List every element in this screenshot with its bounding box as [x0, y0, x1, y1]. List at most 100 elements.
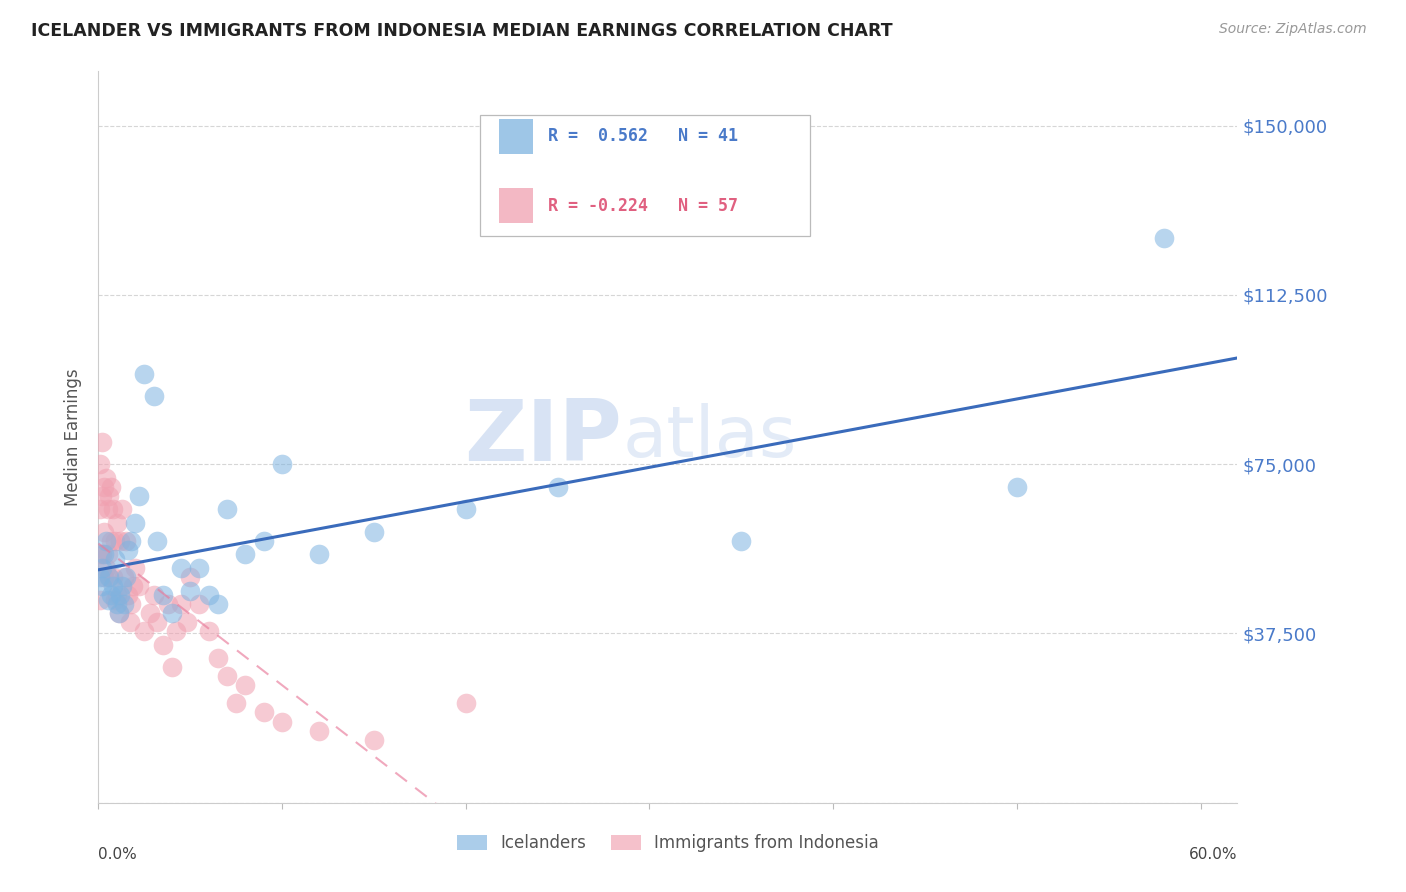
Point: [308, 723, 330, 738]
Point: [98, 489, 121, 503]
Point: [111, 502, 134, 516]
Point: [91, 434, 114, 449]
Point: [134, 367, 156, 381]
Point: [730, 533, 752, 548]
Point: [454, 502, 477, 516]
Point: [115, 570, 138, 584]
Text: R = -0.224   N = 57: R = -0.224 N = 57: [548, 197, 738, 215]
Point: [91, 489, 114, 503]
Point: [176, 615, 198, 630]
Point: [215, 669, 238, 683]
Point: [100, 480, 122, 494]
Point: [170, 597, 193, 611]
Point: [547, 480, 569, 494]
Point: [271, 457, 294, 471]
Point: [188, 597, 211, 611]
Point: [215, 502, 238, 516]
Text: ZIP: ZIP: [464, 395, 623, 479]
Point: [93, 548, 115, 562]
Point: [128, 579, 150, 593]
Point: [207, 597, 229, 611]
Point: [128, 489, 150, 503]
Point: [146, 533, 169, 548]
Point: [101, 570, 124, 584]
Point: [115, 533, 138, 548]
Text: atlas: atlas: [623, 402, 797, 472]
Point: [97, 592, 120, 607]
Point: [105, 597, 128, 611]
Point: [110, 533, 132, 548]
Point: [110, 588, 132, 602]
Point: [152, 588, 174, 602]
Point: [100, 588, 122, 602]
Point: [124, 516, 146, 530]
Point: [104, 552, 127, 566]
Legend: Icelanders, Immigrants from Indonesia: Icelanders, Immigrants from Indonesia: [449, 826, 887, 860]
Point: [98, 570, 121, 584]
Point: [142, 389, 165, 403]
Point: [146, 615, 169, 630]
Point: [94, 533, 117, 548]
Point: [105, 588, 128, 602]
Point: [188, 561, 211, 575]
Point: [165, 624, 187, 639]
Point: [1153, 231, 1175, 245]
Point: [89, 592, 111, 607]
Point: [124, 561, 146, 575]
FancyBboxPatch shape: [499, 188, 533, 224]
Point: [107, 606, 129, 620]
Point: [94, 561, 117, 575]
Point: [235, 548, 257, 562]
Point: [89, 548, 111, 562]
Point: [89, 502, 111, 516]
Point: [100, 533, 122, 548]
Point: [225, 697, 247, 711]
Point: [454, 697, 477, 711]
Point: [160, 606, 183, 620]
Point: [89, 457, 111, 471]
Point: [93, 480, 115, 494]
Point: [89, 570, 111, 584]
FancyBboxPatch shape: [499, 119, 533, 154]
Point: [91, 579, 114, 593]
Point: [363, 732, 385, 747]
Point: [117, 588, 139, 602]
Point: [107, 606, 129, 620]
Point: [104, 533, 127, 548]
Point: [105, 516, 128, 530]
Point: [112, 570, 135, 584]
Point: [271, 714, 294, 729]
Point: [101, 502, 124, 516]
Point: [121, 533, 143, 548]
Point: [139, 606, 162, 620]
FancyBboxPatch shape: [479, 115, 810, 235]
Point: [117, 543, 139, 558]
Point: [308, 548, 330, 562]
Text: 60.0%: 60.0%: [1189, 847, 1237, 862]
Point: [1005, 480, 1028, 494]
Point: [134, 624, 156, 639]
Point: [207, 651, 229, 665]
Text: 0.0%: 0.0%: [98, 847, 138, 862]
Point: [142, 588, 165, 602]
Text: Source: ZipAtlas.com: Source: ZipAtlas.com: [1219, 22, 1367, 37]
Y-axis label: Median Earnings: Median Earnings: [65, 368, 83, 506]
Point: [121, 597, 143, 611]
Point: [160, 660, 183, 674]
Text: R =  0.562   N = 41: R = 0.562 N = 41: [548, 128, 738, 145]
Text: ICELANDER VS IMMIGRANTS FROM INDONESIA MEDIAN EARNINGS CORRELATION CHART: ICELANDER VS IMMIGRANTS FROM INDONESIA M…: [31, 22, 893, 40]
Point: [179, 570, 201, 584]
Point: [91, 561, 114, 575]
Point: [170, 561, 193, 575]
Point: [112, 597, 135, 611]
Point: [253, 533, 276, 548]
Point: [104, 592, 127, 607]
Point: [97, 502, 120, 516]
Point: [152, 638, 174, 652]
Point: [363, 524, 385, 539]
Point: [101, 579, 124, 593]
Point: [197, 588, 219, 602]
Point: [91, 548, 114, 562]
Point: [111, 579, 134, 593]
Point: [98, 570, 121, 584]
